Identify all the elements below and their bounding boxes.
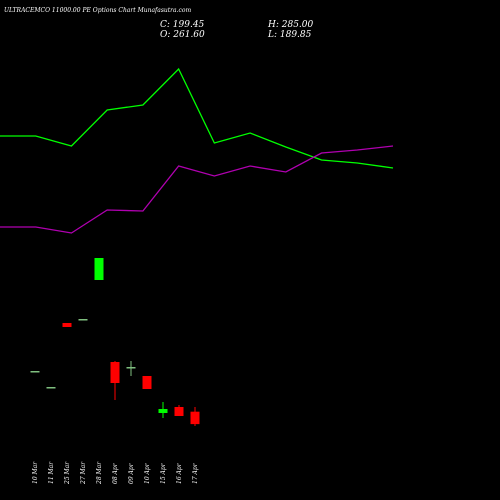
candle-body — [94, 258, 104, 280]
x-tick-label: 16 Apr — [176, 462, 183, 484]
low-info: L: 189.85 — [267, 30, 312, 40]
candle-body — [30, 371, 40, 373]
candle-body — [190, 411, 200, 425]
candle-body — [46, 387, 56, 389]
x-tick-label: 15 Apr — [160, 462, 167, 484]
close-info: C: 199.45 — [160, 20, 205, 30]
open-info: O: 261.60 — [160, 30, 205, 40]
x-tick-label: 27 Mar — [80, 461, 87, 485]
candle-body — [62, 323, 72, 327]
chart-title: ULTRACEMCO 11000.00 PE Options Chart Mun… — [4, 7, 191, 14]
candle-body — [110, 362, 120, 383]
candle-body — [158, 409, 168, 413]
x-tick-label: 11 Mar — [48, 461, 55, 484]
x-tick-label: 25 Mar — [64, 461, 71, 485]
candle-body — [126, 367, 136, 369]
candle-body — [142, 376, 152, 389]
line-series — [0, 145, 394, 234]
x-tick-label: 28 Mar — [96, 461, 103, 485]
candle-body — [174, 407, 184, 416]
x-tick-label: 08 Apr — [112, 462, 119, 484]
line-series — [0, 67, 394, 169]
x-tick-label: 17 Apr — [192, 462, 199, 484]
candle-body — [78, 319, 88, 321]
high-info: H: 285.00 — [267, 20, 314, 30]
x-tick-label: 09 Apr — [128, 462, 135, 484]
x-tick-label: 10 Apr — [144, 462, 151, 484]
x-tick-label: 10 Mar — [32, 461, 39, 484]
